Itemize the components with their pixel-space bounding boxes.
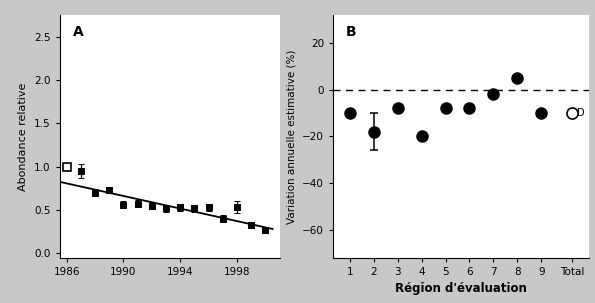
Text: B: B bbox=[346, 25, 356, 39]
Text: A: A bbox=[73, 25, 83, 39]
Y-axis label: Variation annuelle estimative (%): Variation annuelle estimative (%) bbox=[287, 49, 297, 224]
Y-axis label: Abondance relative: Abondance relative bbox=[18, 82, 29, 191]
X-axis label: Région d'évaluation: Région d'évaluation bbox=[395, 282, 527, 295]
Text: D: D bbox=[577, 108, 584, 118]
